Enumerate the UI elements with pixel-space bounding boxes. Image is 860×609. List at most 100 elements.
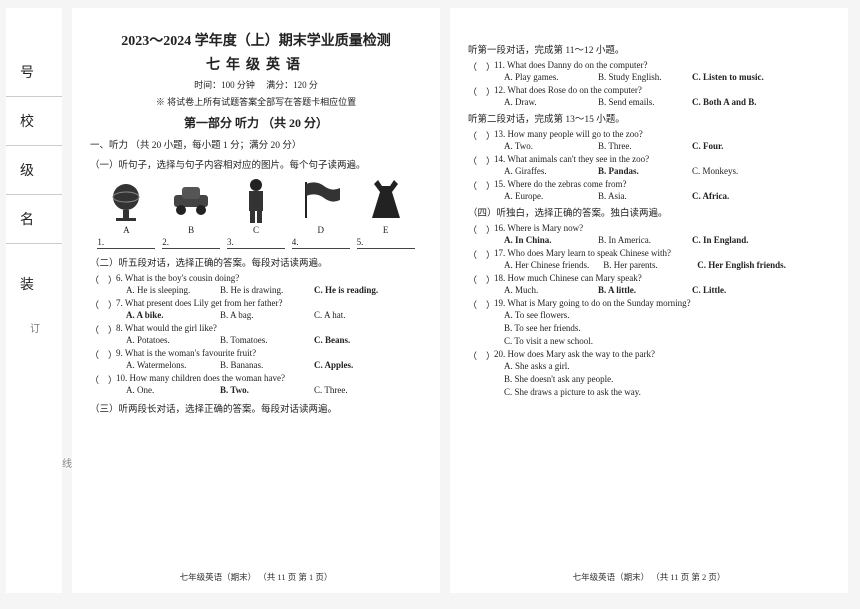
exam-notice: ※ 将试卷上所有试题答案全部写在答题卡相应位置	[90, 95, 422, 108]
q16-text: Where is Mary now?	[507, 223, 583, 233]
paren[interactable]: （ ）	[468, 273, 494, 295]
label-zhuang: 装	[6, 244, 62, 308]
section-1-heading: （一）听句子，选择与句子内容相对应的图片。每个句子读两遍。	[90, 157, 422, 171]
blank-3[interactable]: 3.	[227, 237, 285, 249]
q6-a: A. He is sleeping.	[126, 285, 206, 295]
q13-c: C. Four.	[692, 141, 772, 151]
q17-a: A. Her Chinese friends.	[504, 260, 589, 270]
q6-b: B. He is drawing.	[220, 285, 300, 295]
paren[interactable]: （ ）	[468, 60, 494, 82]
paren[interactable]: （ ）	[90, 348, 116, 370]
q12-num: 12.	[494, 85, 505, 95]
letter-a: A	[103, 225, 149, 235]
label-ji: 级	[6, 146, 62, 195]
q19-text: What is Mary going to do on the Sunday m…	[507, 298, 690, 308]
q15-num: 15.	[494, 179, 505, 189]
segment-1-heading: 听第一段对话，完成第 11～12 小题。	[468, 42, 830, 56]
flag-icon	[298, 177, 344, 223]
q8-c: C. Beans.	[314, 335, 394, 345]
binding-margin: 号 校 级 名 装	[6, 8, 62, 593]
q8-text: What would the girl like?	[125, 323, 217, 333]
paren[interactable]: （ ）	[90, 273, 116, 295]
q9-b: B. Bananas.	[220, 360, 300, 370]
q6-c: C. He is reading.	[314, 285, 394, 295]
paren[interactable]: （ ）	[468, 248, 494, 270]
q17-c: C. Her English friends.	[697, 260, 786, 270]
q10-num: 10.	[116, 373, 127, 383]
q16-c: C. In England.	[692, 235, 772, 245]
q11-a: A. Play games.	[504, 72, 584, 82]
blank-4[interactable]: 4.	[292, 237, 350, 249]
q15-text: Where do the zebras come from?	[507, 179, 626, 189]
q9-text: What is the woman's favourite fruit?	[125, 348, 256, 358]
answer-blanks: 1. 2. 3. 4. 5.	[94, 237, 418, 249]
globe-icon	[103, 177, 149, 223]
q19-b: B. To see her friends.	[504, 323, 830, 333]
q13-num: 13.	[494, 129, 505, 139]
q9: （ ） 9. What is the woman's favourite fru…	[90, 348, 422, 370]
q14-a: A. Giraffes.	[504, 166, 584, 176]
exam-meta: 时间：100 分钟 满分：120 分	[90, 78, 422, 91]
q20-text: How does Mary ask the way to the park?	[508, 349, 655, 359]
q17-text: Who does Mary learn to speak Chinese wit…	[507, 248, 671, 258]
q18-num: 18.	[494, 273, 505, 283]
q14-c: C. Monkeys.	[692, 166, 772, 176]
paren[interactable]: （ ）	[468, 223, 494, 245]
q12-text: What does Rose do on the computer?	[507, 85, 641, 95]
paren[interactable]: （ ）	[468, 129, 494, 151]
blank-1[interactable]: 1.	[97, 237, 155, 249]
q8-b: B. Tomatoes.	[220, 335, 300, 345]
paren[interactable]: （ ）	[468, 179, 494, 201]
q19-c: C. To visit a new school.	[504, 336, 830, 346]
q13-text: How many people will go to the zoo?	[508, 129, 643, 139]
car-icon	[168, 177, 214, 223]
q15-b: B. Asia.	[598, 191, 678, 201]
q18: （ ） 18. How much Chinese can Mary speak?…	[468, 273, 830, 295]
section-2-heading: （二）听五段对话，选择正确的答案。每段对话读两遍。	[90, 255, 422, 269]
q19-num: 19.	[494, 298, 505, 308]
paren[interactable]: （ ）	[90, 323, 116, 345]
q7: （ ） 7. What present does Lily get from h…	[90, 298, 422, 320]
q19: （ ） 19. What is Mary going to do on the …	[468, 298, 830, 346]
page-1: 2023～2024 学年度（上）期末学业质量检测 七年级英语 时间：100 分钟…	[72, 8, 440, 593]
paren[interactable]: （ ）	[468, 85, 494, 107]
blank-2[interactable]: 2.	[162, 237, 220, 249]
q7-a: A. A bike.	[126, 310, 206, 320]
q9-a: A. Watermelons.	[126, 360, 206, 370]
q7-b: B. A bag.	[220, 310, 300, 320]
q11-b: B. Study English.	[598, 72, 678, 82]
paren[interactable]: （ ）	[468, 154, 494, 176]
q18-text: How much Chinese can Mary speak?	[508, 273, 642, 283]
label-xian: 线	[62, 455, 72, 470]
letter-d: D	[298, 225, 344, 235]
q13-b: B. Three.	[598, 141, 678, 151]
q17-b: B. Her parents.	[603, 260, 683, 270]
section-4-heading: （四）听独白，选择正确的答案。独白读两遍。	[468, 205, 830, 219]
label-ding: 订	[30, 320, 40, 335]
paren[interactable]: （ ）	[90, 373, 116, 395]
exam-score: 满分：120 分	[266, 80, 318, 90]
blank-5[interactable]: 5.	[357, 237, 415, 249]
letter-e: E	[363, 225, 409, 235]
q16-num: 16.	[494, 223, 505, 233]
q6: （ ） 6. What is the boy's cousin doing? A…	[90, 273, 422, 295]
q11-num: 11.	[494, 60, 505, 70]
paren[interactable]: （ ）	[468, 349, 494, 397]
exam-time: 时间：100 分钟	[194, 80, 255, 90]
q11-text: What does Danny do on the computer?	[507, 60, 647, 70]
label-ming: 名	[6, 195, 62, 244]
label-hao: 号	[6, 48, 62, 97]
person-icon	[233, 177, 279, 223]
q12: （ ） 12. What does Rose do on the compute…	[468, 85, 830, 107]
q20-a: A. She asks a girl.	[504, 361, 830, 371]
paren[interactable]: （ ）	[468, 298, 494, 346]
paren[interactable]: （ ）	[90, 298, 116, 320]
letter-c: C	[233, 225, 279, 235]
q8: （ ） 8. What would the girl like? A. Pota…	[90, 323, 422, 345]
q14-b: B. Pandas.	[598, 166, 678, 176]
q8-a: A. Potatoes.	[126, 335, 206, 345]
q20: （ ） 20. How does Mary ask the way to the…	[468, 349, 830, 397]
picture-row	[94, 177, 418, 223]
q20-c: C. She draws a picture to ask the way.	[504, 387, 830, 397]
listening-heading: 一、听力 （共 20 小题，每小题 1 分；满分 20 分）	[90, 137, 422, 151]
